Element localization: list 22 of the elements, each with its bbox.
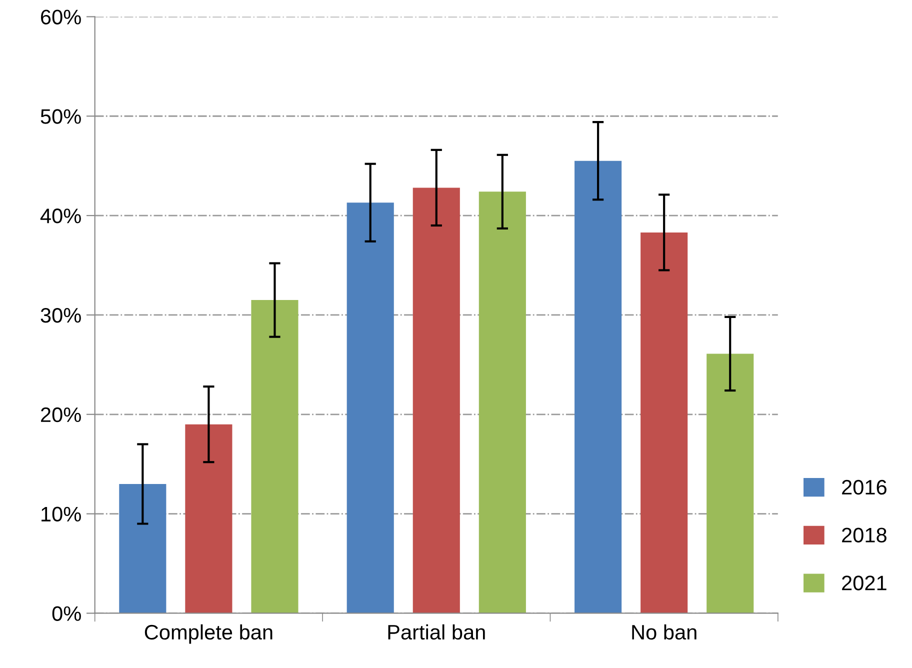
bar xyxy=(478,192,526,614)
y-tick-label: 50% xyxy=(40,109,81,124)
bar xyxy=(119,484,166,614)
y-tick-label: 60% xyxy=(41,10,81,24)
x-tick-label: Partial ban xyxy=(388,624,485,640)
x-tick-label: Complete ban xyxy=(144,624,272,644)
legend-label: 2021 xyxy=(842,576,886,590)
legend-label: 2016 xyxy=(842,480,886,495)
y-tick-label: 30% xyxy=(40,308,81,323)
bar xyxy=(251,300,298,614)
bar xyxy=(412,188,460,614)
bar xyxy=(640,232,688,614)
bar xyxy=(574,160,622,614)
bar xyxy=(706,354,754,614)
bar xyxy=(185,424,232,614)
x-tick-label: No ban xyxy=(632,624,696,640)
y-tick-label: 20% xyxy=(41,407,81,422)
y-tick-label: 10% xyxy=(42,506,81,522)
y-tick-label: 0% xyxy=(52,606,81,621)
legend-label: 2018 xyxy=(842,528,886,542)
y-tick-label: 40% xyxy=(40,208,81,224)
bar xyxy=(346,202,394,614)
